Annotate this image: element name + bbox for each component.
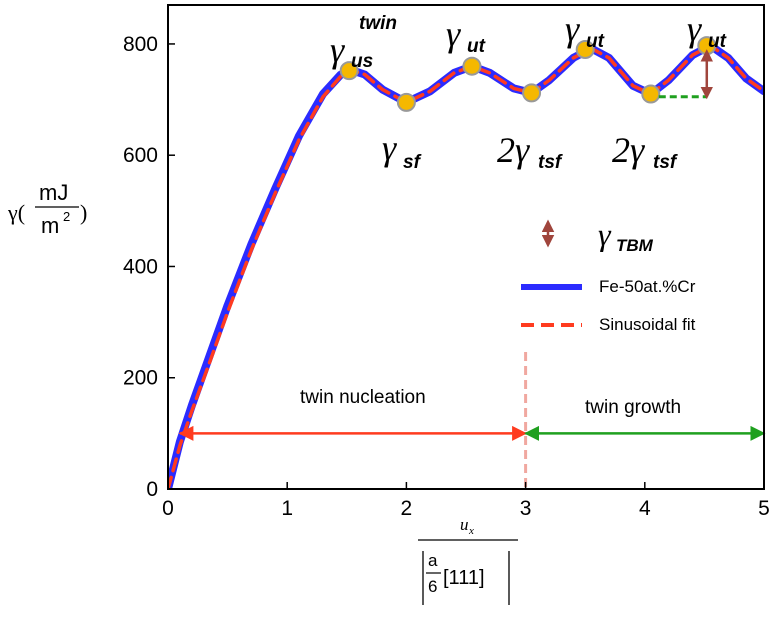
legend: γ TBM Fe-50at.%Cr Sinusoidal fit [521,216,696,334]
data-point-marker-5 [641,84,661,104]
svg-text:6: 6 [428,577,437,596]
svg-text:x: x [468,525,474,537]
svg-text:γ: γ [565,9,580,49]
data-point-marker-1 [396,92,416,112]
legend-item-sinusoidal-fit: Sinusoidal fit [521,315,696,334]
y-tick-label-3: 600 [123,144,158,167]
region-label-twin-nucleation: twin nucleation [300,387,426,408]
data-point-marker-2 [462,56,482,76]
svg-text:tsf: tsf [538,152,563,173]
svg-text:2: 2 [63,209,70,224]
svg-text:u: u [460,515,469,534]
annotation-gamma-ut-2: γ ut [565,9,605,52]
svg-text:Sinusoidal fit: Sinusoidal fit [599,315,696,334]
legend-item-tbm: γ TBM [541,216,654,255]
y-tick-label-1: 200 [123,367,158,390]
svg-text:): ) [80,200,87,225]
annotation-2gamma-tsf-1: 2γ tsf [497,130,563,173]
region-label-twin-growth: twin growth [585,397,681,418]
annotation-2gamma-tsf-2: 2γ tsf [612,130,678,173]
svg-text:γ: γ [687,9,702,49]
y-axis-label: γ( mJ m 2 ) [7,180,87,238]
annotation-gamma-ut-3: γ ut [687,9,727,52]
svg-text:γ: γ [382,128,397,168]
svg-text:γ: γ [330,30,345,70]
x-tick-label-0: 0 [162,497,174,520]
svg-text:ut: ut [586,31,605,52]
annotation-gamma-us-twin: γ us twin [330,13,397,72]
svg-text:sf: sf [403,152,422,173]
svg-text:[111]: [111] [443,567,485,589]
x-tick-label-3: 3 [520,497,532,520]
data-point-marker-0 [339,61,359,81]
annotation-gamma-sf: γ sf [382,128,422,173]
series-line-0 [168,41,764,489]
series-line-1 [168,43,764,489]
x-tick-label-5: 5 [758,497,770,520]
svg-text:γ: γ [446,14,461,54]
svg-text:a: a [428,551,438,570]
legend-item-fe-cr: Fe-50at.%Cr [521,277,696,296]
x-tick-label-1: 1 [281,497,293,520]
y-tick-label-0: 0 [146,478,158,501]
svg-text:2γ: 2γ [612,130,645,170]
y-tick-label-2: 400 [123,255,158,278]
svg-text:Fe-50at.%Cr: Fe-50at.%Cr [599,277,696,296]
svg-text:2γ: 2γ [497,130,530,170]
data-point-marker-4 [575,40,595,60]
svg-text:ut: ut [467,36,486,57]
svg-text:m: m [41,213,59,238]
svg-text:tsf: tsf [653,152,678,173]
x-axis-label: u x a 6 [111] [418,515,518,605]
svg-text:us: us [351,51,373,72]
svg-text:twin: twin [359,13,397,34]
plot-frame [167,4,765,490]
y-tick-label-4: 800 [123,33,158,56]
svg-text:γ(: γ( [7,200,25,225]
svg-text:ut: ut [708,31,727,52]
x-tick-label-4: 4 [639,497,651,520]
svg-text:γ: γ [598,216,612,252]
x-tick-label-2: 2 [401,497,413,520]
svg-text:TBM: TBM [616,236,654,255]
svg-text:mJ: mJ [39,180,68,205]
data-point-marker-3 [522,83,542,103]
annotation-gamma-ut-1: γ ut [446,14,486,57]
